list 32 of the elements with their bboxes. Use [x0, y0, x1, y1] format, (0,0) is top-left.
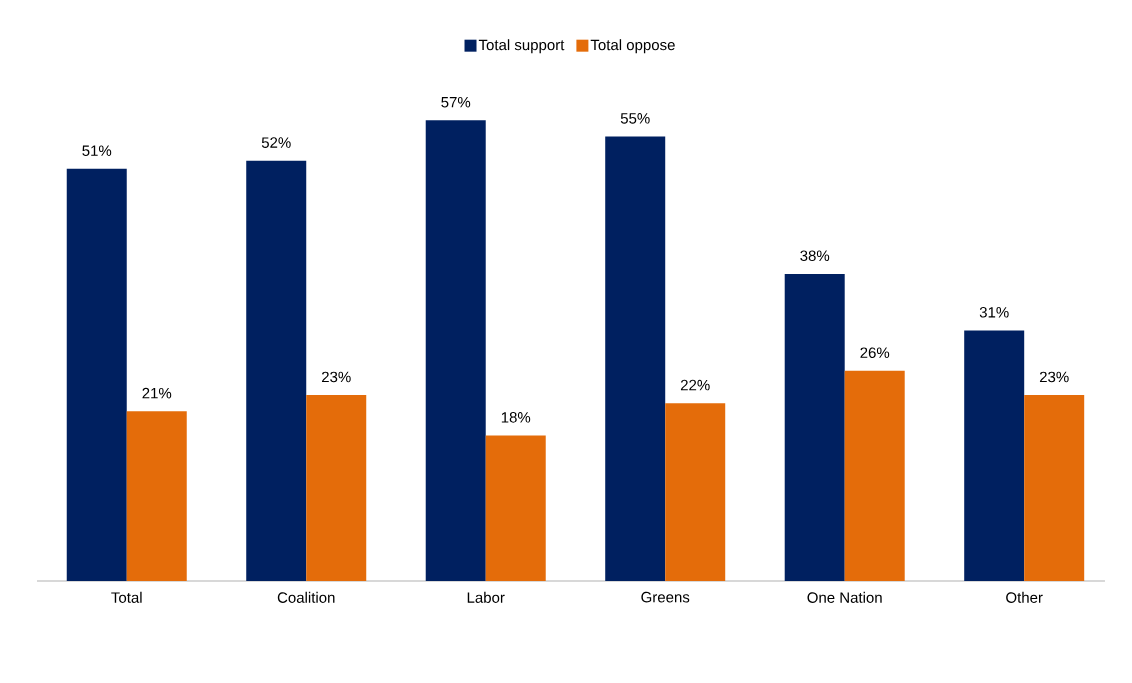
bar [964, 330, 1025, 581]
bar [1024, 395, 1085, 581]
bar [425, 120, 486, 581]
data-label: 31% [979, 306, 1009, 318]
x-tick-label: Total [111, 591, 142, 603]
data-label: 52% [261, 137, 291, 148]
data-label: 22% [680, 379, 710, 391]
bar [784, 273, 845, 581]
x-tick-label: Labor [467, 591, 505, 603]
data-label: 38% [800, 250, 830, 262]
data-label: 51% [82, 145, 112, 156]
legend-label: Total oppose [590, 39, 675, 54]
bar [605, 136, 666, 581]
bar [485, 435, 546, 581]
data-label: 23% [321, 371, 351, 383]
bar [126, 411, 187, 581]
x-tick-label: One Nation [807, 591, 882, 603]
bar [66, 168, 127, 581]
data-label: 23% [1039, 371, 1069, 383]
bar [665, 403, 726, 581]
data-label: 26% [860, 347, 890, 358]
data-label: 18% [501, 412, 531, 423]
x-tick-label: Greens [641, 591, 690, 603]
bar [844, 370, 905, 581]
x-tick-label: Other [1006, 591, 1043, 603]
data-label: 55% [620, 113, 650, 124]
x-tick-label: Coalition [277, 591, 335, 603]
data-label: 57% [441, 96, 471, 108]
data-label: 21% [142, 387, 172, 399]
bar [306, 395, 367, 581]
bar [246, 160, 307, 581]
legend-label: Total support [478, 39, 565, 54]
